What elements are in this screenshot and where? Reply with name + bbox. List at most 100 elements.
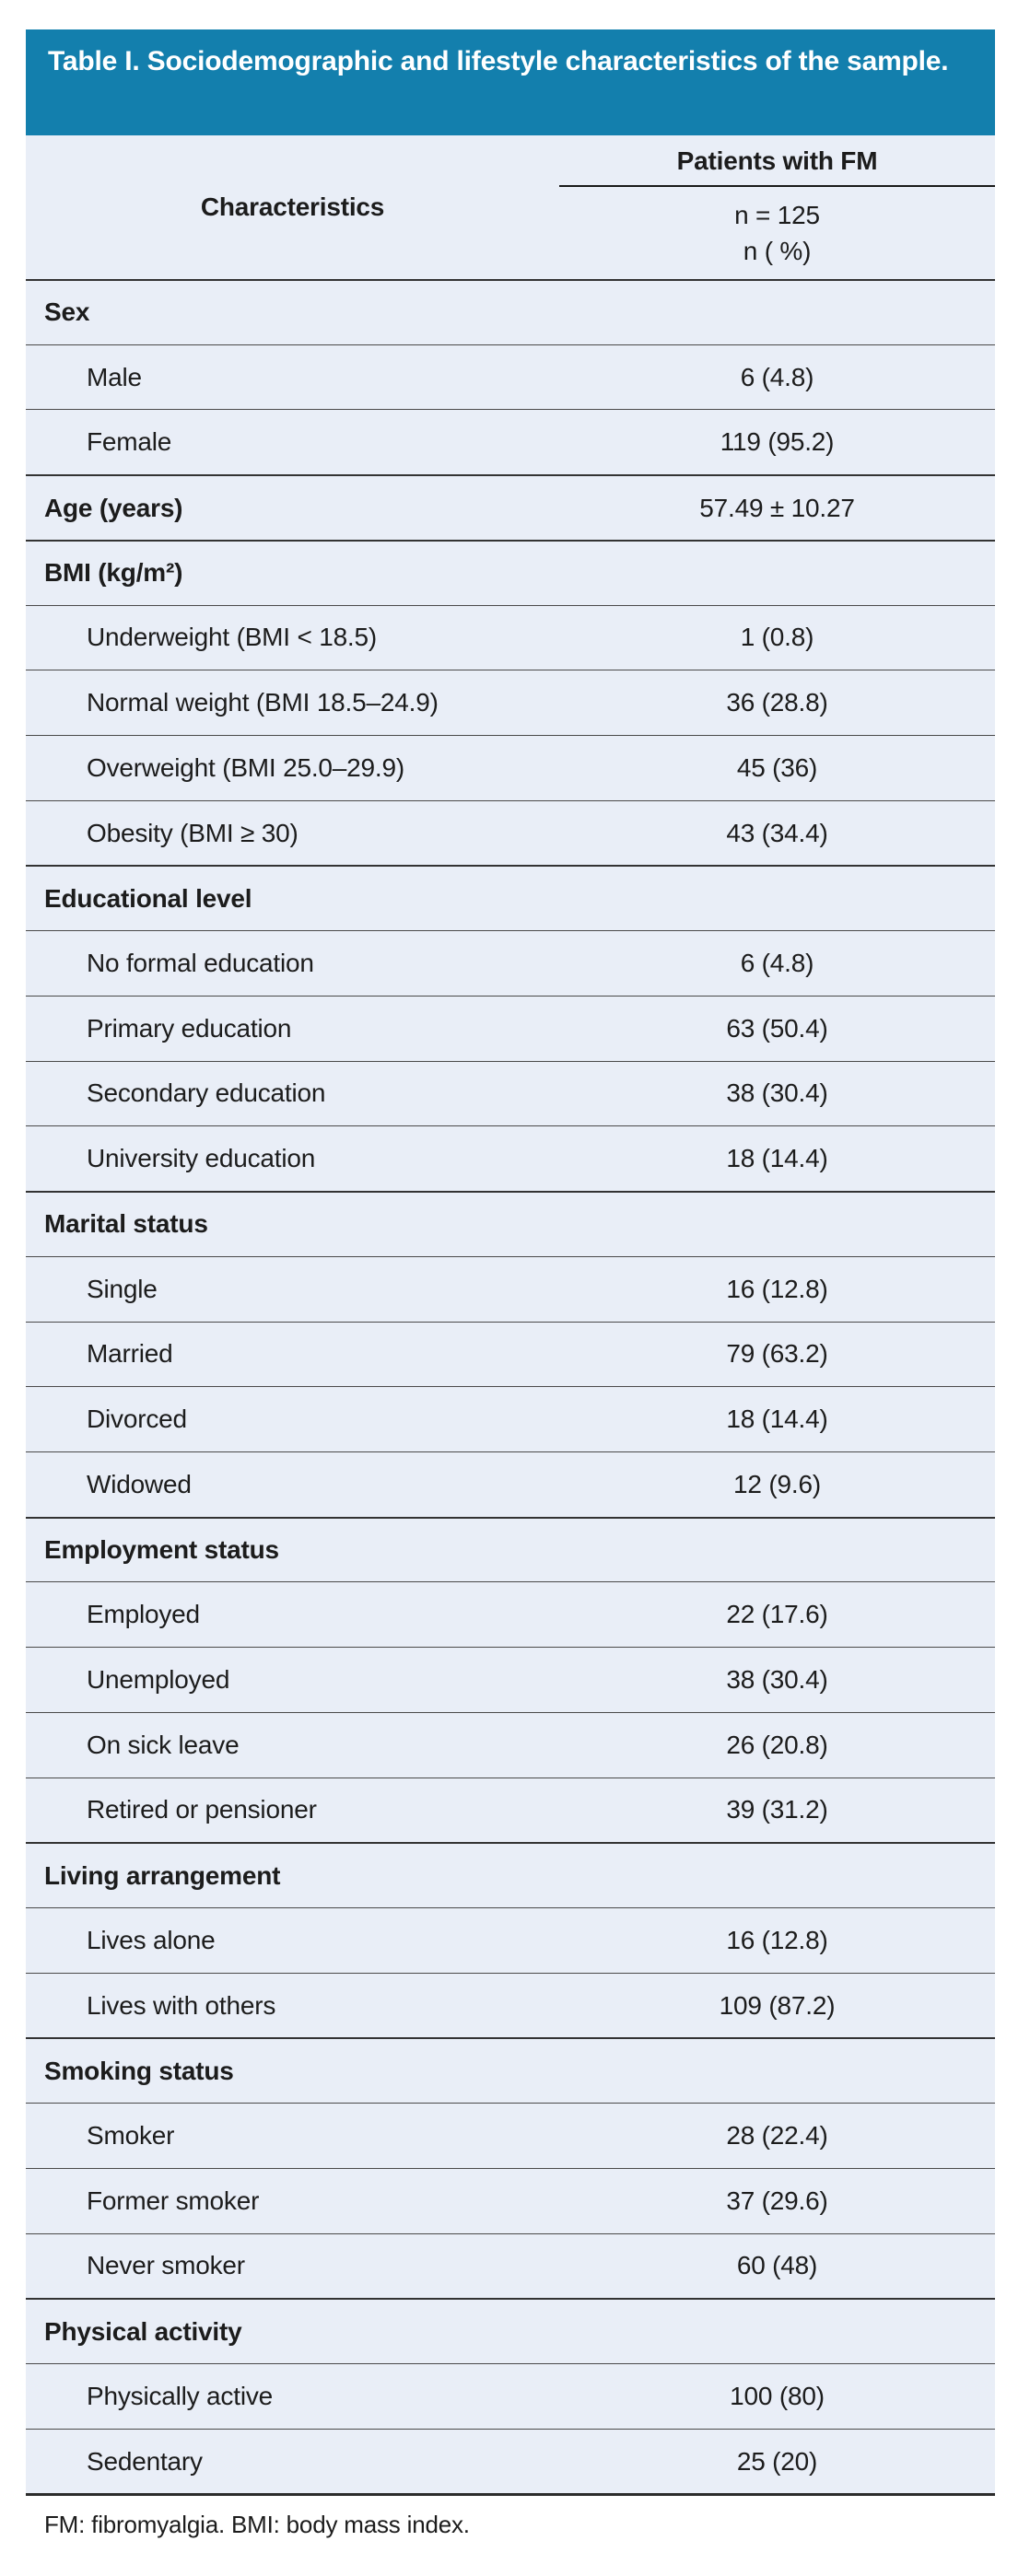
table-row: No formal education 6 (4.8) bbox=[26, 930, 995, 996]
table-row: Normal weight (BMI 18.5–24.9) 36 (28.8) bbox=[26, 670, 995, 735]
row-label: Unemployed bbox=[87, 1664, 230, 1694]
table-row: Smoker 28 (22.4) bbox=[26, 2103, 995, 2168]
row-value: 1 (0.8) bbox=[740, 623, 814, 652]
row-label: Sedentary bbox=[87, 2446, 203, 2476]
row-label: Marital status bbox=[44, 1209, 208, 1239]
table: Table I. Sociodemographic and lifestyle … bbox=[26, 29, 995, 2539]
row-label: Sex bbox=[44, 297, 90, 327]
table-row: Overweight (BMI 25.0–29.9) 45 (36) bbox=[26, 735, 995, 800]
table-row: Former smoker 37 (29.6) bbox=[26, 2167, 995, 2233]
row-label: Male bbox=[87, 362, 142, 391]
row-value: 119 (95.2) bbox=[720, 427, 835, 457]
table-title: Table I. Sociodemographic and lifestyle … bbox=[26, 29, 995, 135]
row-label: Underweight (BMI < 18.5) bbox=[87, 623, 378, 652]
row-label: Former smoker bbox=[87, 2186, 260, 2215]
row-label: Obesity (BMI ≥ 30) bbox=[87, 818, 298, 847]
table-row: BMI (kg/m²) bbox=[26, 539, 995, 605]
row-label: Age (years) bbox=[44, 493, 183, 522]
table-row: Sex bbox=[26, 279, 995, 344]
table-row: Physical activity bbox=[26, 2298, 995, 2363]
table-row: Obesity (BMI ≥ 30) 43 (34.4) bbox=[26, 799, 995, 866]
row-label: BMI (kg/m²) bbox=[44, 558, 183, 588]
table-row: Lives alone 16 (12.8) bbox=[26, 1906, 995, 1973]
row-label: Never smoker bbox=[87, 2251, 245, 2280]
table-body: Sex Male 6 (4.8) Female 119 (95.2) Age (… bbox=[26, 279, 995, 2497]
row-value: 36 (28.8) bbox=[726, 688, 828, 717]
row-value: 22 (17.6) bbox=[726, 1600, 828, 1629]
row-label: Physically active bbox=[87, 2381, 274, 2410]
row-label: Living arrangement bbox=[44, 1860, 281, 1890]
table-row: Married 79 (63.2) bbox=[26, 1321, 995, 1387]
row-value: 18 (14.4) bbox=[726, 1405, 828, 1434]
row-label: Overweight (BMI 25.0–29.9) bbox=[87, 752, 404, 782]
row-value: 37 (29.6) bbox=[726, 2186, 828, 2215]
row-value: 79 (63.2) bbox=[726, 1339, 828, 1369]
row-label: Smoking status bbox=[44, 2056, 234, 2085]
row-label: University education bbox=[87, 1144, 316, 1173]
table-row: Unemployed 38 (30.4) bbox=[26, 1647, 995, 1712]
table-row: Male 6 (4.8) bbox=[26, 344, 995, 410]
table-row: Marital status bbox=[26, 1191, 995, 1256]
row-value: 109 (87.2) bbox=[719, 1990, 836, 2020]
unit-label: n ( %) bbox=[743, 237, 812, 265]
row-label: Married bbox=[87, 1339, 173, 1369]
row-value: 16 (12.8) bbox=[726, 1925, 828, 1954]
row-label: Lives with others bbox=[87, 1990, 276, 2020]
sample-size: n = 125 bbox=[734, 201, 820, 229]
table-footnote: FM: fibromyalgia. BMI: body mass index. bbox=[44, 2511, 470, 2539]
table-row: Never smoker 60 (48) bbox=[26, 2232, 995, 2299]
table-row: Smoking status bbox=[26, 2037, 995, 2103]
table-row: Employment status bbox=[26, 1516, 995, 1582]
row-value: 43 (34.4) bbox=[726, 818, 828, 847]
row-value: 100 (80) bbox=[730, 2381, 825, 2410]
row-label: Single bbox=[87, 1274, 158, 1303]
row-value: 38 (30.4) bbox=[726, 1664, 828, 1694]
table-row: Educational level bbox=[26, 865, 995, 930]
row-label: Widowed bbox=[87, 1469, 192, 1498]
row-label: On sick leave bbox=[87, 1730, 240, 1759]
table-row: Underweight (BMI < 18.5) 1 (0.8) bbox=[26, 604, 995, 670]
row-value: 18 (14.4) bbox=[726, 1144, 828, 1173]
row-value: 12 (9.6) bbox=[733, 1469, 821, 1498]
table-row: Lives with others 109 (87.2) bbox=[26, 1972, 995, 2038]
table-header: Characteristics Patients with FM n = 125… bbox=[26, 135, 995, 279]
table-row: Female 119 (95.2) bbox=[26, 409, 995, 474]
row-label: Smoker bbox=[87, 2120, 175, 2150]
row-label: Physical activity bbox=[44, 2316, 242, 2346]
table-row: Age (years) 57.49 ± 10.27 bbox=[26, 474, 995, 540]
row-value: 39 (31.2) bbox=[726, 1795, 828, 1824]
table-row: Living arrangement bbox=[26, 1842, 995, 1907]
row-value: 38 (30.4) bbox=[726, 1078, 828, 1108]
row-label: Normal weight (BMI 18.5–24.9) bbox=[87, 688, 439, 717]
table-row: Secondary education 38 (30.4) bbox=[26, 1060, 995, 1126]
group-underline bbox=[559, 185, 995, 187]
row-label: Lives alone bbox=[87, 1925, 216, 1954]
table-row: Divorced 18 (14.4) bbox=[26, 1386, 995, 1451]
row-value: 6 (4.8) bbox=[740, 362, 814, 391]
table-row: Sedentary 25 (20) bbox=[26, 2428, 995, 2494]
table-row: Physically active 100 (80) bbox=[26, 2363, 995, 2429]
row-value: 26 (20.8) bbox=[726, 1730, 828, 1759]
table-row: Primary education 63 (50.4) bbox=[26, 995, 995, 1061]
row-value: 16 (12.8) bbox=[726, 1274, 828, 1303]
row-value: 60 (48) bbox=[736, 2251, 818, 2280]
group-label: Patients with FM bbox=[676, 146, 878, 175]
row-value: 45 (36) bbox=[736, 752, 818, 782]
table-row: On sick leave 26 (20.8) bbox=[26, 1711, 995, 1778]
row-label: Divorced bbox=[87, 1405, 187, 1434]
row-label: Female bbox=[87, 427, 172, 457]
row-label: Primary education bbox=[87, 1013, 292, 1043]
row-value: 25 (20) bbox=[736, 2446, 818, 2476]
patients-group-header: Patients with FM n = 125 n ( %) bbox=[559, 135, 995, 279]
row-value: 28 (22.4) bbox=[726, 2120, 828, 2150]
row-label: Retired or pensioner bbox=[87, 1795, 317, 1824]
table-row: University education 18 (14.4) bbox=[26, 1125, 995, 1191]
row-label: No formal education bbox=[87, 949, 314, 978]
row-value: 6 (4.8) bbox=[740, 949, 814, 978]
row-label: Secondary education bbox=[87, 1078, 326, 1108]
table-row: Retired or pensioner 39 (31.2) bbox=[26, 1777, 995, 1843]
row-label: Employed bbox=[87, 1600, 200, 1629]
table-row: Single 16 (12.8) bbox=[26, 1255, 995, 1322]
characteristics-header: Characteristics bbox=[200, 192, 385, 221]
